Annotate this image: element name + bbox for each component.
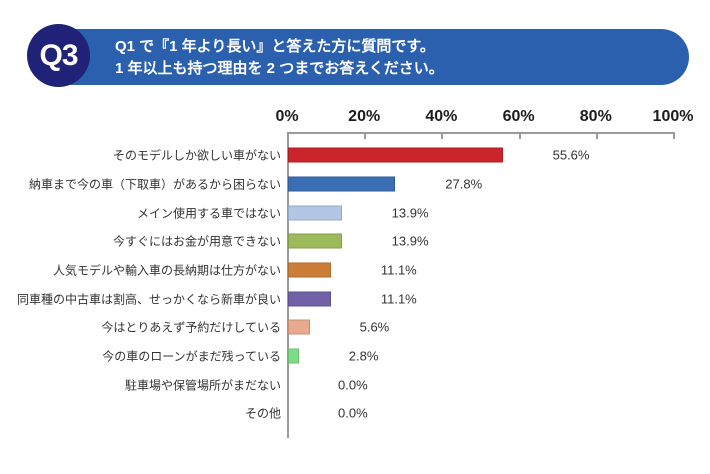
x-axis-tick-label: 60% [502,108,535,125]
x-axis-tick-mark [595,132,598,139]
x-axis-tick-label: 40% [425,108,458,125]
chart-row: 駐車場や保管場所がまだない 0.0% [0,370,710,399]
bar [288,262,331,278]
category-label: そのモデルしか欲しい車がない [112,148,281,163]
chart-row: メイン使用する車ではない 13.9% [0,198,710,227]
value-label: 11.1% [380,262,417,278]
x-axis-tick-mark [673,132,675,139]
x-axis-tick-label: 20% [348,108,381,125]
value-label: 55.6% [552,147,590,163]
x-axis-tick-mark [441,132,444,139]
category-label: 同車種の中古車は割高、せっかくなら新車が良い [16,292,281,307]
value-label: 0.0% [338,377,368,392]
bar [288,205,342,221]
x-axis-tick-mark [518,132,521,139]
chart-row: 今はとりあえず予約だけしている 5.6% [0,313,710,342]
bar [288,348,299,364]
category-label: メイン使用する車ではない [136,206,281,221]
question-header [45,29,689,85]
chart-row: その他 0.0% [0,399,710,428]
value-label: 2.8% [348,348,379,364]
chart-row: 人気モデルや輸入車の長納期は仕方がない 11.1% [0,256,710,285]
value-label: 5.6% [359,319,390,335]
value-label: 13.9% [391,205,429,221]
chart-row: 今の車のローンがまだ残っている 2.8% [0,342,710,371]
question-line-2: 1 年以上も持つ理由を 2 つまでお答えください。 [115,60,444,77]
category-label: その他 [244,406,281,421]
bar [288,291,331,307]
question-badge: Q3 [27,24,90,87]
category-label: 今の車のローンがまだ残っている [102,349,281,364]
question-badge-label: Q3 [39,38,78,72]
category-label: 納車まで今の車（下取車）があるから困らない [28,177,281,192]
bar [288,176,396,192]
category-label: 今すぐにはお金が用意できない [112,234,281,249]
chart-row: 同車種の中古車は割高、せっかくなら新車が良い 11.1% [0,284,710,313]
question-text: Q1 で『1 年より長い』と答えた方に質問です。 1 年以上も持つ理由を 2 つ… [115,36,444,80]
x-axis-tick-label: 100% [652,108,694,125]
bar [288,233,342,249]
x-axis-line [287,132,675,134]
category-label: 人気モデルや輸入車の長納期は仕方がない [52,263,281,278]
y-axis-line [287,132,289,438]
chart-row: 今すぐにはお金が用意できない 13.9% [0,227,710,256]
value-label: 11.1% [380,291,417,307]
chart-row: 納車まで今の車（下取車）があるから困らない 27.8% [0,170,710,199]
value-label: 27.8% [445,176,483,192]
bar [288,319,310,335]
value-label: 13.9% [391,233,429,249]
value-label: 0.0% [338,405,368,421]
x-axis-tick-label: 80% [579,108,612,125]
category-label: 今はとりあえず予約だけしている [101,320,281,335]
x-axis-tick-label: 0% [275,108,299,125]
bar [288,147,503,163]
category-label: 駐車場や保管場所がまだない [124,378,281,392]
chart-row: そのモデルしか欲しい車がない 55.6% [0,141,710,170]
bar-chart: 0% 20% 40% 60% 80% 100% そのモデルしか欲しい車がない 55.6% 納車… [0,100,710,474]
question-line-1: Q1 で『1 年より長い』と答えた方に質問です。 [115,38,435,55]
x-axis-tick-mark [364,132,367,139]
